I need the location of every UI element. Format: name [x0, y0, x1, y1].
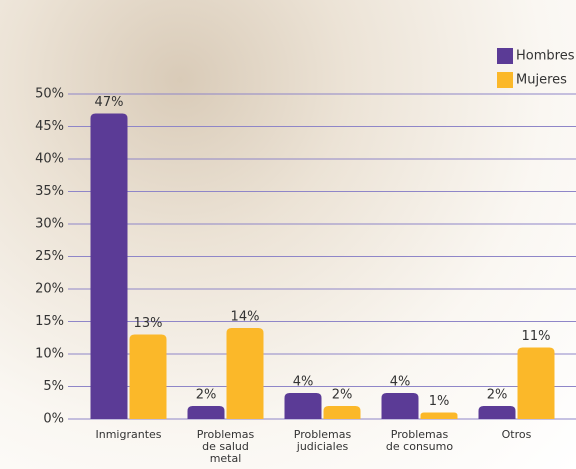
bar	[188, 406, 225, 419]
data-label: 1%	[429, 394, 450, 409]
y-tick-label: 25%	[35, 249, 64, 264]
legend-label: Mujeres	[516, 73, 567, 88]
x-tick-label: Otros	[482, 429, 552, 441]
bar	[479, 406, 516, 419]
bar	[91, 114, 128, 420]
data-label: 4%	[390, 375, 411, 390]
data-label: 47%	[95, 95, 124, 110]
y-tick-label: 30%	[35, 217, 64, 232]
data-label: 14%	[231, 310, 260, 325]
y-tick-label: 20%	[35, 282, 64, 297]
page: 0% 5% 10% 15% 20% 25% 30% 35% 40% 45% 50% 47% 13% 2% 1…	[0, 0, 576, 469]
x-tick-label: Inmigrantes	[94, 429, 164, 441]
x-tick-label: Problemas de consumo	[385, 429, 455, 453]
y-tick-label: 40%	[35, 152, 64, 167]
x-tick-label: Problemas judiciales	[288, 429, 358, 453]
bar	[518, 348, 555, 420]
chart: 0% 5% 10% 15% 20% 25% 30% 35% 40% 45% 50% 47% 13% 2% 1…	[0, 0, 576, 469]
legend-swatch	[497, 48, 513, 64]
y-tick-label: 45%	[35, 119, 64, 134]
legend-swatch	[497, 72, 513, 88]
data-label: 2%	[196, 388, 217, 403]
data-label: 2%	[332, 388, 353, 403]
y-tick-label: 35%	[35, 184, 64, 199]
y-tick-label: 50%	[35, 87, 64, 102]
bar	[285, 393, 322, 419]
bar	[382, 393, 419, 419]
bar	[421, 413, 458, 420]
bar	[130, 335, 167, 420]
y-tick-label: 0%	[43, 412, 64, 427]
data-label: 2%	[487, 388, 508, 403]
data-label: 13%	[134, 316, 163, 331]
legend-label: Hombres	[516, 49, 575, 64]
y-tick-label: 5%	[43, 379, 64, 394]
y-tick-label: 15%	[35, 314, 64, 329]
y-tick-label: 10%	[35, 347, 64, 362]
x-tick-label: Problemas de salud metal	[191, 429, 261, 465]
data-label: 4%	[293, 375, 314, 390]
data-label: 11%	[522, 329, 551, 344]
bar	[227, 328, 264, 419]
bar	[324, 406, 361, 419]
